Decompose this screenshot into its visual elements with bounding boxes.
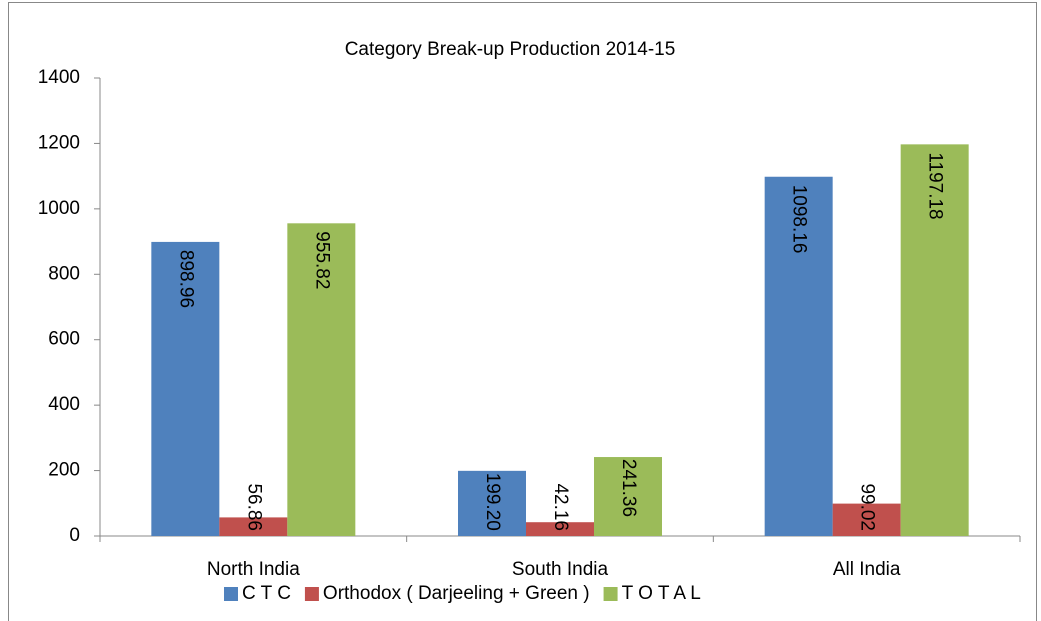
bar [832, 503, 901, 536]
y-tick-label: 400 [48, 394, 80, 415]
legend-label: Orthodox ( Darjeeling + Green ) [323, 583, 590, 604]
y-tick-label: 1000 [38, 198, 80, 219]
value-label: 1098.16 [789, 185, 810, 254]
legend-swatch [224, 587, 238, 601]
x-tick-label: South India [512, 559, 609, 580]
value-label: 99.02 [857, 483, 878, 531]
y-tick-label: 200 [48, 460, 80, 481]
y-tick-label: 0 [69, 525, 80, 546]
x-tick-label: North India [207, 559, 300, 580]
value-label: 56.86 [243, 483, 264, 531]
bar [526, 522, 594, 536]
legend-swatch [304, 587, 319, 601]
legend-label: T O T A L [622, 583, 701, 604]
bar [458, 470, 526, 536]
bar [287, 223, 356, 537]
value-label: 1197.18 [925, 152, 946, 219]
chart-title: Category Break-up Production 2014-15 [345, 39, 676, 60]
bar [900, 144, 969, 536]
y-tick-label: 600 [48, 329, 80, 350]
value-label: 955.82 [311, 231, 332, 289]
bar [764, 176, 833, 536]
x-tick-label: All India [833, 559, 901, 580]
y-tick-label: 800 [48, 263, 80, 284]
bar [594, 457, 662, 536]
bar [151, 241, 220, 536]
y-tick-label: 1400 [38, 67, 80, 88]
value-label: 241.36 [618, 459, 639, 517]
legend-swatch [603, 587, 618, 601]
y-tick-label: 1200 [38, 132, 80, 153]
bar [219, 517, 288, 536]
legend-label: C T C [242, 583, 291, 604]
value-label: 42.16 [550, 483, 571, 531]
value-label: 898.96 [175, 250, 196, 308]
value-label: 199.20 [482, 473, 503, 531]
